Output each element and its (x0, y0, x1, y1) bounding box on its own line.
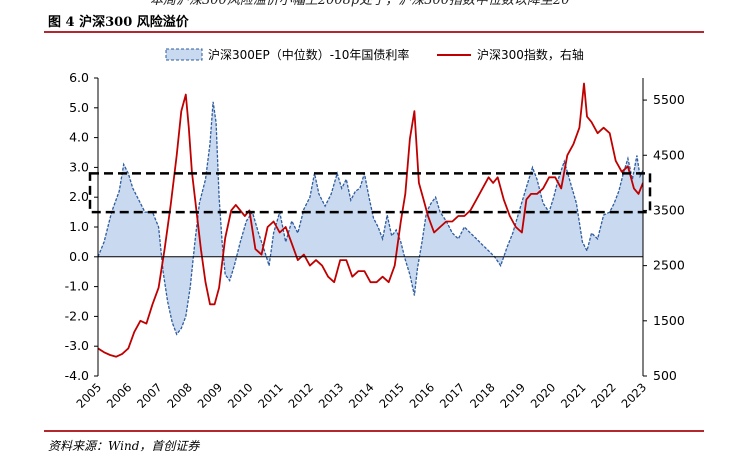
x-tick-label: 2012 (285, 380, 316, 411)
x-tick-label: 2017 (437, 380, 468, 411)
x-tick-label: 2015 (376, 380, 407, 411)
x-tick-label: 2014 (346, 380, 377, 411)
left-tick-label: -4.0 (65, 368, 89, 383)
cut-off-header-text: 本周沪深300风险溢价小幅上2008p处于，沪深300指数中位数以降至20 (150, 0, 570, 8)
right-tick-label: 3500 (653, 202, 685, 217)
x-tick-label: 2006 (104, 380, 135, 411)
right-tick-label: 500 (653, 368, 677, 383)
x-tick-label: 2022 (588, 380, 619, 411)
area-fill (98, 101, 643, 335)
x-tick-label: 2009 (195, 380, 226, 411)
left-tick-label: -1.0 (65, 279, 89, 294)
left-tick-label: 3.0 (69, 159, 89, 174)
right-tick-label: 2500 (653, 258, 685, 273)
left-tick-label: -2.0 (65, 308, 89, 323)
band-box (88, 172, 652, 214)
source-note: 资料来源：Wind，首创证券 (48, 439, 200, 453)
legend-label-area: 沪深300EP（中位数）-10年国债利率 (208, 47, 409, 62)
index-line (98, 82, 643, 358)
area-series (98, 101, 643, 336)
x-tick-label: 2010 (225, 380, 256, 411)
source-rule (44, 430, 704, 432)
left-tick-label: 5.0 (69, 100, 89, 115)
x-tick-label: 2023 (619, 380, 650, 411)
left-tick-label: 6.0 (69, 70, 89, 85)
x-tick-label: 2013 (316, 380, 347, 411)
right-tick-label: 4500 (653, 147, 685, 162)
x-tick-label: 2008 (164, 380, 195, 411)
x-tick-label: 2011 (255, 380, 286, 411)
figure-title: 图 4 沪深300 风险溢价 (48, 15, 189, 30)
x-tick-label: 2018 (467, 380, 498, 411)
reference-band (88, 172, 652, 214)
x-tick-label: 2020 (528, 380, 559, 411)
x-tick-label: 2007 (134, 380, 165, 411)
x-tick-label: 2021 (558, 380, 589, 411)
left-tick-label: 4.0 (69, 130, 89, 145)
left-tick-label: -3.0 (65, 338, 89, 353)
index-series (98, 82, 643, 358)
area-outline (98, 101, 643, 336)
x-tick-label: 2005 (74, 380, 105, 411)
legend-label-line: 沪深300指数，右轴 (477, 47, 584, 62)
x-tick-label: 2016 (407, 380, 438, 411)
right-tick-label: 5500 (653, 92, 685, 107)
title-rule (44, 31, 704, 33)
left-tick-label: 2.0 (69, 189, 89, 204)
left-tick-label: 0.0 (69, 249, 89, 264)
right-tick-label: 1500 (653, 313, 685, 328)
legend: 沪深300EP（中位数）-10年国债利率 沪深300指数，右轴 (165, 47, 584, 62)
x-tick-label: 2019 (497, 380, 528, 411)
left-tick-label: 1.0 (69, 219, 89, 234)
legend-swatch-area (165, 48, 203, 61)
